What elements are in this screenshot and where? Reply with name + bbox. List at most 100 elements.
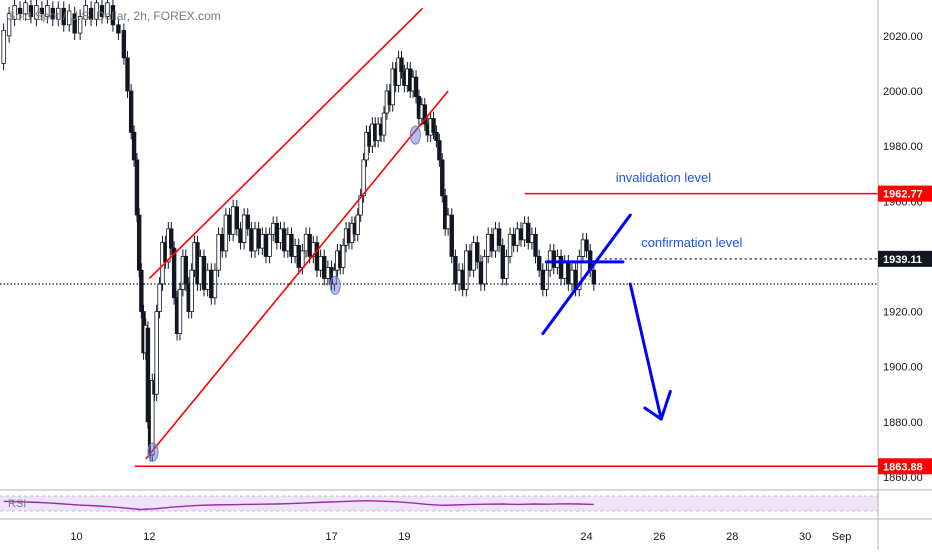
candle [28, 5, 34, 17]
y-tick-label: 2020.00 [883, 31, 923, 43]
candle [128, 90, 134, 133]
candle [169, 228, 174, 249]
candle [145, 327, 151, 423]
y-tick-label: 1860.00 [883, 472, 923, 484]
candle [285, 233, 291, 252]
candle [234, 206, 240, 230]
x-tick-label: 17 [325, 531, 337, 543]
y-tick-label: 1900.00 [883, 362, 923, 374]
candle [340, 244, 346, 268]
candle [475, 242, 480, 263]
candle [540, 269, 546, 290]
channel-line [145, 90, 449, 460]
candle [456, 269, 462, 285]
candle [121, 29, 127, 59]
candle [591, 269, 597, 285]
price-label: 1939.11 [883, 254, 922, 266]
candle [529, 233, 535, 244]
candle [88, 7, 94, 20]
candle [460, 269, 465, 290]
candle [157, 283, 162, 312]
candle [77, 16, 83, 34]
price-label: 1863.88 [883, 461, 923, 473]
candle [131, 131, 137, 161]
rsi-line [3, 499, 594, 511]
candle [177, 289, 183, 335]
candle [580, 239, 586, 257]
candle [289, 233, 294, 257]
candle [281, 228, 287, 252]
forecast-arrow-shaft [628, 282, 663, 421]
candle [526, 222, 531, 244]
candle [431, 118, 436, 133]
candle [263, 233, 269, 257]
candle [422, 104, 427, 125]
touch-marker [329, 275, 341, 295]
candle [361, 159, 366, 197]
candle [533, 233, 538, 257]
x-tick-label: Sep [832, 531, 852, 543]
candle [256, 228, 261, 249]
candle [307, 233, 312, 257]
rsi-label: RSI [8, 498, 26, 510]
candle [381, 112, 387, 136]
touch-marker [147, 442, 159, 462]
x-tick-label: 28 [726, 531, 738, 543]
candle [482, 256, 487, 285]
x-tick-label: 30 [799, 531, 811, 543]
y-tick-label: 1920.00 [883, 307, 923, 319]
candle [1, 29, 6, 64]
candle [205, 269, 210, 290]
candle [500, 244, 505, 279]
candle [507, 233, 513, 257]
candle [437, 140, 442, 161]
candle [478, 261, 484, 285]
candle [562, 261, 567, 279]
y-tick-label: 2000.00 [883, 86, 923, 98]
candle [485, 233, 491, 257]
candle [318, 256, 323, 271]
price-label-bg [878, 185, 932, 202]
candle [296, 244, 301, 268]
candle [434, 131, 439, 142]
candle [493, 228, 498, 252]
candle [260, 233, 265, 249]
candle [515, 228, 520, 246]
candle [504, 256, 509, 279]
chart-header-title: Gold Spot / U.S. Dollar, 2h, FOREX.com [6, 9, 221, 23]
price-label: 1962.77 [883, 189, 923, 201]
candle [94, 2, 99, 20]
y-tick-label: 1880.00 [883, 417, 923, 429]
candle [34, 5, 39, 20]
candle [584, 239, 589, 252]
channel-line [148, 7, 424, 280]
candle [67, 10, 72, 26]
candle [300, 250, 305, 268]
candle [72, 13, 77, 34]
candle [271, 222, 276, 235]
candle [303, 233, 309, 252]
candle [399, 57, 404, 73]
candle [278, 228, 283, 244]
price-label-bg [878, 458, 932, 475]
candle [544, 269, 549, 290]
candle [125, 57, 130, 92]
candle [442, 195, 448, 230]
candle [440, 159, 445, 197]
candle [6, 13, 12, 37]
candle [39, 7, 45, 15]
candle [105, 2, 110, 17]
touch-marker [409, 125, 421, 145]
candle [252, 228, 258, 252]
pattern-line [541, 213, 632, 336]
candle [83, 5, 88, 20]
candle [496, 228, 502, 246]
candle [267, 233, 272, 257]
candle [139, 269, 144, 312]
candle [116, 24, 121, 34]
candle [99, 5, 105, 17]
candle [230, 206, 236, 235]
candle [17, 7, 23, 15]
